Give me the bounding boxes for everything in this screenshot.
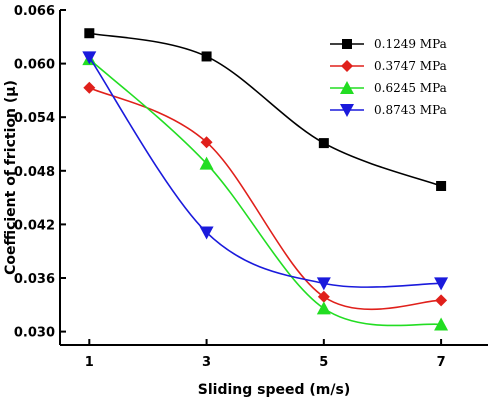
x-tick-label: 1 bbox=[85, 355, 94, 370]
ticks-group: 0.030 0.036 0.042 0.048 0.054 0.060 0.066 1 3 5 7 bbox=[14, 4, 446, 370]
series-point bbox=[436, 180, 447, 191]
series-line bbox=[89, 32, 442, 187]
y-tick-label: 0.048 bbox=[14, 165, 55, 180]
series-point bbox=[317, 290, 330, 303]
series-point bbox=[201, 51, 212, 62]
series-line bbox=[88, 86, 442, 311]
series-point bbox=[83, 81, 96, 94]
series-point bbox=[200, 136, 213, 149]
y-tick-label: 0.054 bbox=[14, 111, 55, 126]
series-point bbox=[434, 317, 449, 331]
y-tick-label: 0.060 bbox=[14, 58, 55, 73]
legend-label: 0.8743 MPa bbox=[374, 103, 447, 117]
series-point bbox=[82, 51, 97, 65]
legend-label: 0.6245 MPa bbox=[374, 81, 447, 95]
series-point bbox=[318, 138, 329, 149]
y-axis-title: Coefficient of friction (μ) bbox=[3, 80, 19, 275]
series-point bbox=[84, 28, 95, 39]
legend-marker bbox=[341, 60, 353, 72]
series-point bbox=[199, 226, 214, 240]
legend-marker bbox=[340, 81, 354, 94]
x-tick-label: 3 bbox=[202, 355, 211, 370]
y-tick-label: 0.036 bbox=[14, 272, 55, 287]
plot-frame bbox=[59, 10, 488, 346]
series-point bbox=[435, 294, 448, 307]
y-tick-label: 0.030 bbox=[14, 326, 55, 341]
legend-marker bbox=[340, 104, 354, 117]
legend-label: 0.3747 MPa bbox=[374, 59, 447, 73]
series-line bbox=[88, 58, 442, 327]
y-tick-label: 0.066 bbox=[14, 4, 55, 19]
series-line bbox=[88, 56, 442, 288]
legend-marker bbox=[342, 39, 352, 49]
series-point bbox=[434, 277, 449, 291]
legend: 0.1249 MPa 0.3747 MPa 0.6245 MPa 0.8743 MPa bbox=[330, 37, 447, 117]
y-tick-label: 0.042 bbox=[14, 218, 55, 233]
x-tick-label: 7 bbox=[437, 355, 446, 370]
legend-label: 0.1249 MPa bbox=[374, 37, 447, 51]
series-point bbox=[316, 277, 331, 291]
x-tick-label: 5 bbox=[319, 355, 328, 370]
series-point bbox=[316, 301, 331, 315]
series-point bbox=[199, 156, 214, 170]
series-group bbox=[82, 28, 449, 331]
x-axis-title: Sliding speed (m/s) bbox=[198, 382, 350, 398]
